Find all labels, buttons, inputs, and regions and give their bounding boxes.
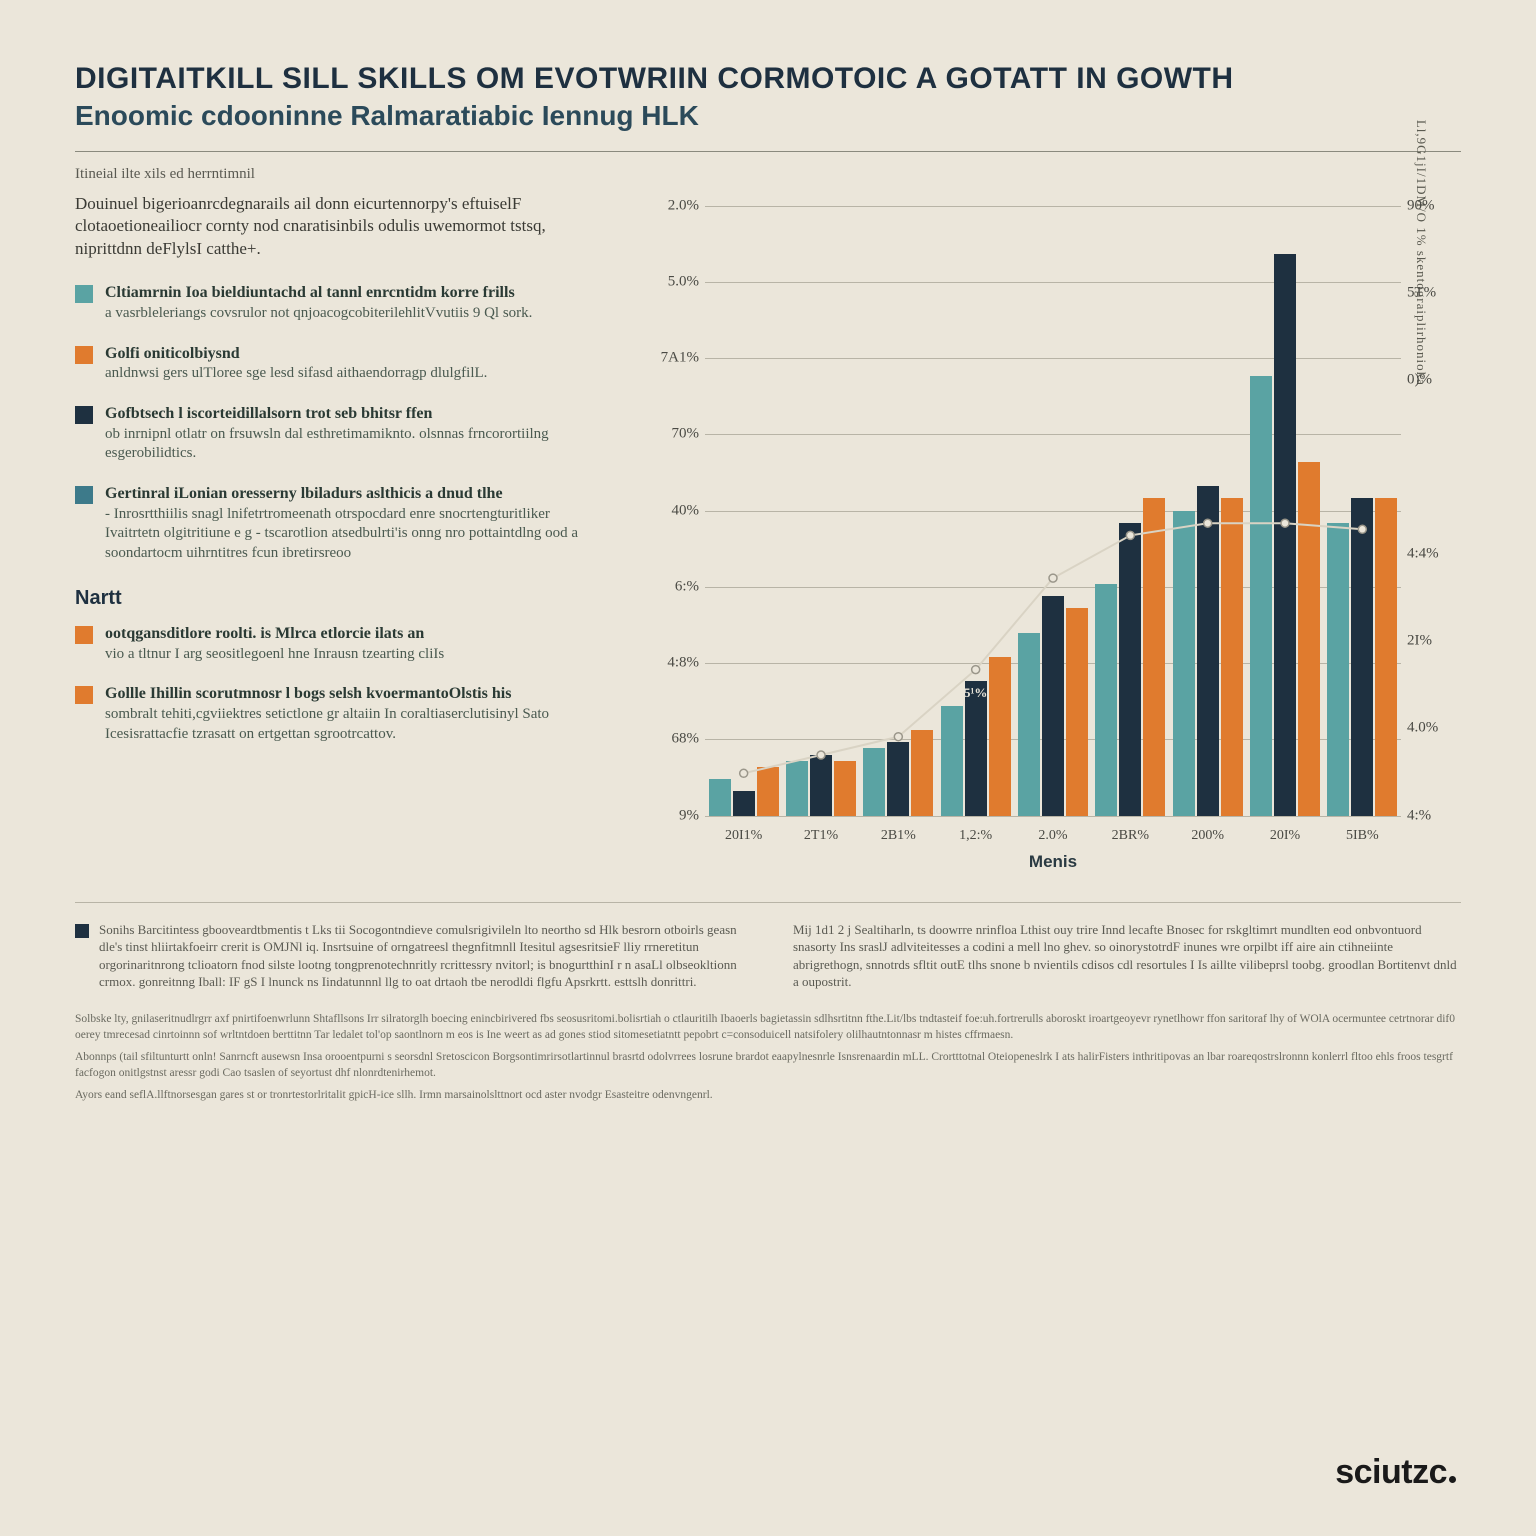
footer-columns: Sonihs Barcitintess gbooveardtbmentis t … [75, 902, 1461, 991]
chart-x-label: 2T1% [804, 828, 838, 844]
footer-text: Mij 1d1 2 j Sealtiharln, ts doowrre nrin… [793, 921, 1461, 991]
title-line-1: DIGITAITKILL SILL SKILLS OM EVOTWRIIN CO… [75, 60, 1461, 98]
legend-swatch [75, 686, 93, 704]
chart-y-left-label: 68% [649, 731, 699, 748]
footer-text: Sonihs Barcitintess gbooveardtbmentis t … [99, 921, 743, 991]
intro-caption: Itineial ilte xils ed herrntimnil [75, 166, 595, 183]
legend-list-1: Cltiamrnin Ioa bieldiuntachd al tannl en… [75, 283, 595, 563]
legend-item: Gollle Ihillin scorutmnosr l bogs selsh … [75, 684, 595, 744]
chart-line-layer [705, 206, 1401, 816]
fine-print-line: Abonnps (tail sfiltunturtt onln! Sanrncf… [75, 1049, 1461, 1081]
fine-print: Solbske lty, gnilaseritnudlrgrr axf pnir… [75, 1011, 1461, 1103]
chart-y-left-label: 9% [649, 807, 699, 824]
chart-y-left-label: 70% [649, 426, 699, 443]
legend-text: Gollle Ihillin scorutmnosr l bogs selsh … [105, 684, 595, 744]
chart-x-title: Menis [1029, 852, 1077, 872]
legend-item: ootqgansditlore roolti. is Mlrca etlorci… [75, 624, 595, 664]
brand-logo: sciutzc [1335, 1453, 1456, 1492]
chart-x-label: 2BR% [1112, 828, 1149, 844]
chart-y-left-label: 6:% [649, 578, 699, 595]
title-line-2: Enoomic cdooninne Ralmaratiabic Iennug H… [75, 98, 1461, 133]
intro-paragraph: Douinuel bigerioanrcdegnarails ail donn … [75, 193, 595, 262]
legend-text: Golfi oniticolbiysndanldnwsi gers ulTlor… [105, 344, 487, 384]
chart-x-label: 20I% [1270, 828, 1300, 844]
chart-x-label: 2.0% [1038, 828, 1067, 844]
chart-x-label: 1,2:% [959, 828, 992, 844]
legend-swatch [75, 406, 93, 424]
chart-right-axis-title: Ll,9G1jI/1DM/O 1% skentograiplirhonioka [1413, 119, 1429, 385]
chart-y-right-label: 2I% [1407, 633, 1453, 650]
title-block: DIGITAITKILL SILL SKILLS OM EVOTWRIIN CO… [75, 60, 1461, 133]
legend-item: Gertinral iLonian oresserny lbiladurs as… [75, 484, 595, 563]
right-column: Ll,9G1jI/1DM/O 1% skentograiplirhonioka … [635, 166, 1461, 876]
legend-item: Gofbtsech l iscorteidillalsorn trot seb … [75, 404, 595, 464]
chart-y-left-label: 40% [649, 502, 699, 519]
brand-dot-icon [1449, 1476, 1456, 1483]
title-divider [75, 151, 1461, 152]
chart-x-label: 20I1% [725, 828, 762, 844]
chart-y-left-label: 2.0% [649, 197, 699, 214]
section-2-label: Nartt [75, 587, 595, 610]
legend-text: Gertinral iLonian oresserny lbiladurs as… [105, 484, 595, 563]
chart-x-label: 5IB% [1346, 828, 1379, 844]
footer-column: Sonihs Barcitintess gbooveardtbmentis t … [75, 921, 743, 991]
content-row: Itineial ilte xils ed herrntimnil Douinu… [75, 166, 1461, 876]
fine-print-line: Ayors eand seflA.llftnorsesgan gares st … [75, 1087, 1461, 1103]
chart-y-left-label: 5.0% [649, 273, 699, 290]
legend-text: Gofbtsech l iscorteidillalsorn trot seb … [105, 404, 595, 464]
chart-y-left-label: 7A1% [649, 350, 699, 367]
chart-plot-area: Ll,9G1jI/1DM/O 1% skentograiplirhonioka … [705, 206, 1401, 816]
legend-swatch [75, 626, 93, 644]
legend-swatch [75, 285, 93, 303]
footer-column: Mij 1d1 2 j Sealtiharln, ts doowrre nrin… [793, 921, 1461, 991]
legend-swatch [75, 486, 93, 504]
legend-item: Cltiamrnin Ioa bieldiuntachd al tannl en… [75, 283, 595, 323]
fine-print-line: Solbske lty, gnilaseritnudlrgrr axf pnir… [75, 1011, 1461, 1043]
legend-text: Cltiamrnin Ioa bieldiuntachd al tannl en… [105, 283, 532, 323]
chart-y-right-label: 90% [1407, 197, 1453, 214]
footer-swatch [75, 924, 89, 938]
chart-x-label: 2B1% [881, 828, 916, 844]
chart-x-label: 200% [1191, 828, 1224, 844]
legend-swatch [75, 346, 93, 364]
legend-item: Golfi oniticolbiysndanldnwsi gers ulTlor… [75, 344, 595, 384]
legend-text: ootqgansditlore roolti. is Mlrca etlorci… [105, 624, 444, 664]
left-column: Itineial ilte xils ed herrntimnil Douinu… [75, 166, 595, 876]
chart-y-left-label: 4:8% [649, 655, 699, 672]
legend-list-2: ootqgansditlore roolti. is Mlrca etlorci… [75, 624, 595, 744]
chart-y-right-label: 4.0% [1407, 720, 1453, 737]
chart: Ll,9G1jI/1DM/O 1% skentograiplirhonioka … [635, 196, 1461, 876]
chart-y-right-label: 4:% [1407, 807, 1453, 824]
chart-y-right-label: 0)% [1407, 371, 1453, 388]
chart-y-right-label: 4:4% [1407, 546, 1453, 563]
chart-y-right-label: 5T% [1407, 284, 1453, 301]
chart-gridline [705, 816, 1401, 817]
